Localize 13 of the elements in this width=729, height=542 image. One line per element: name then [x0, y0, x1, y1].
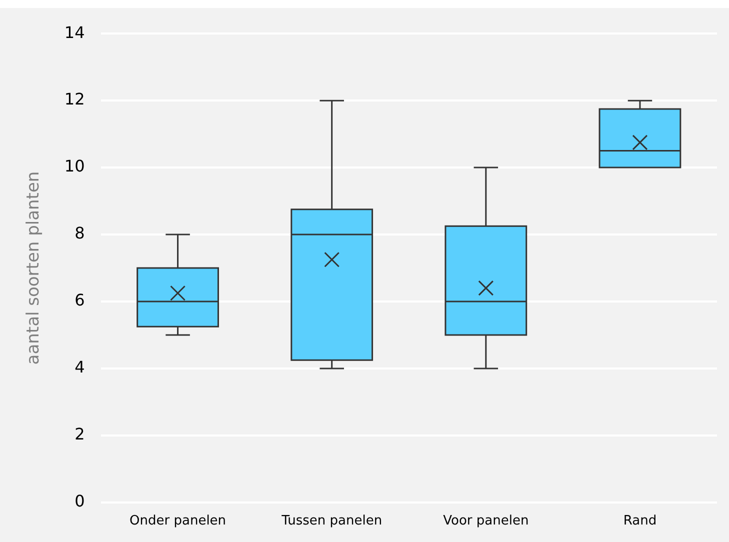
y-axis-title: aantal soorten planten [24, 171, 44, 365]
y-tick-label: 6 [74, 290, 85, 310]
x-tick-label: Rand [623, 514, 657, 529]
y-tick-label: 10 [64, 156, 85, 176]
y-tick-label: 12 [64, 90, 85, 109]
x-tick-label: Voor panelen [443, 514, 529, 529]
y-tick-label: 8 [74, 224, 85, 243]
y-tick-label: 14 [64, 22, 85, 42]
y-tick-label: 0 [74, 492, 85, 511]
x-tick-label: Tussen panelen [280, 514, 382, 529]
y-tick-label: 2 [74, 424, 85, 444]
y-tick-label: 4 [74, 358, 85, 377]
x-tick-label: Onder panelen [130, 514, 226, 529]
